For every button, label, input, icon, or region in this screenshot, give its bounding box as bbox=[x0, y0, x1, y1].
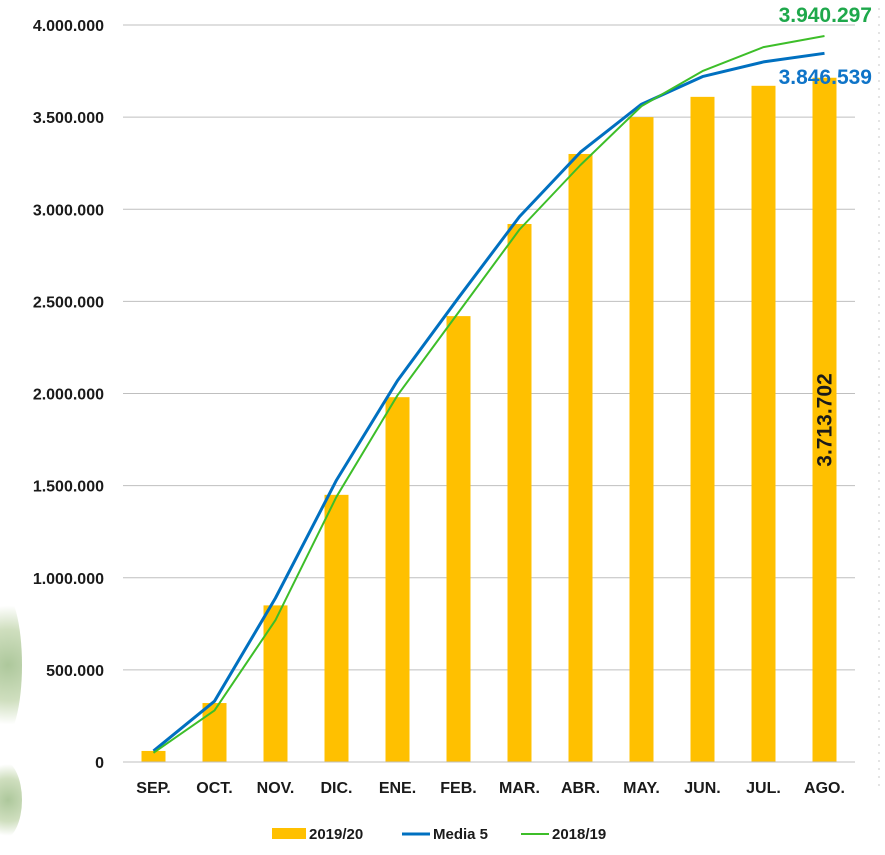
line-media-5 bbox=[152, 51, 825, 753]
y-tick-label: 3.000.000 bbox=[33, 202, 104, 219]
bar-2019-20 bbox=[385, 397, 410, 762]
y-tick-label: 3.500.000 bbox=[33, 110, 104, 127]
bar-2019-20 bbox=[568, 153, 593, 763]
bar-2019-20 bbox=[202, 703, 227, 762]
y-tick-label: 1.500.000 bbox=[33, 479, 104, 496]
x-tick-label: ENE. bbox=[379, 780, 416, 797]
x-tick-label: JUN. bbox=[684, 780, 720, 797]
x-tick-label: AGO. bbox=[804, 780, 845, 797]
bar-2019-20 bbox=[690, 96, 715, 763]
legend-swatch-2019-20 bbox=[272, 828, 306, 839]
y-tick-label: 500.000 bbox=[46, 663, 104, 680]
bar-2019-20 bbox=[629, 117, 654, 762]
decorative-leaf-top bbox=[0, 590, 22, 740]
x-tick-label: ABR. bbox=[561, 780, 600, 797]
x-tick-label: OCT. bbox=[196, 780, 232, 797]
y-tick-label: 2.000.000 bbox=[33, 387, 104, 404]
y-tick-label: 2.500.000 bbox=[33, 294, 104, 311]
legend-label-2018-19: 2018/19 bbox=[552, 826, 606, 843]
annotation-media5-final: 3.846.539 bbox=[779, 66, 872, 89]
x-tick-label: MAY. bbox=[623, 780, 660, 797]
bar-2019-20 bbox=[812, 77, 837, 762]
bar-2019-20 bbox=[324, 494, 349, 762]
bar-2019-20 bbox=[751, 85, 776, 763]
line-2018-19 bbox=[152, 35, 825, 754]
y-tick-label: 0 bbox=[95, 755, 104, 772]
legend-label-2019-20: 2019/20 bbox=[309, 826, 363, 843]
bar-2019-20 bbox=[446, 316, 471, 762]
x-tick-label: FEB. bbox=[440, 780, 476, 797]
annotation-2019-20-final: 3.713.702 bbox=[814, 373, 837, 466]
x-tick-label: MAR. bbox=[499, 780, 540, 797]
x-tick-label: NOV. bbox=[257, 780, 295, 797]
bar-2019-20 bbox=[507, 223, 532, 763]
annotation-2018-19-final: 3.940.297 bbox=[779, 4, 872, 27]
bar-2019-20 bbox=[263, 605, 288, 762]
legend-label-media-5: Media 5 bbox=[433, 826, 488, 843]
bar-2019-20 bbox=[141, 750, 166, 762]
decorative-leaf-bottom bbox=[0, 760, 22, 840]
y-tick-label: 1.000.000 bbox=[33, 571, 104, 588]
y-tick-label: 4.000.000 bbox=[33, 18, 104, 35]
x-tick-label: JUL. bbox=[746, 780, 781, 797]
x-tick-label: SEP. bbox=[136, 780, 170, 797]
x-tick-label: DIC. bbox=[321, 780, 353, 797]
